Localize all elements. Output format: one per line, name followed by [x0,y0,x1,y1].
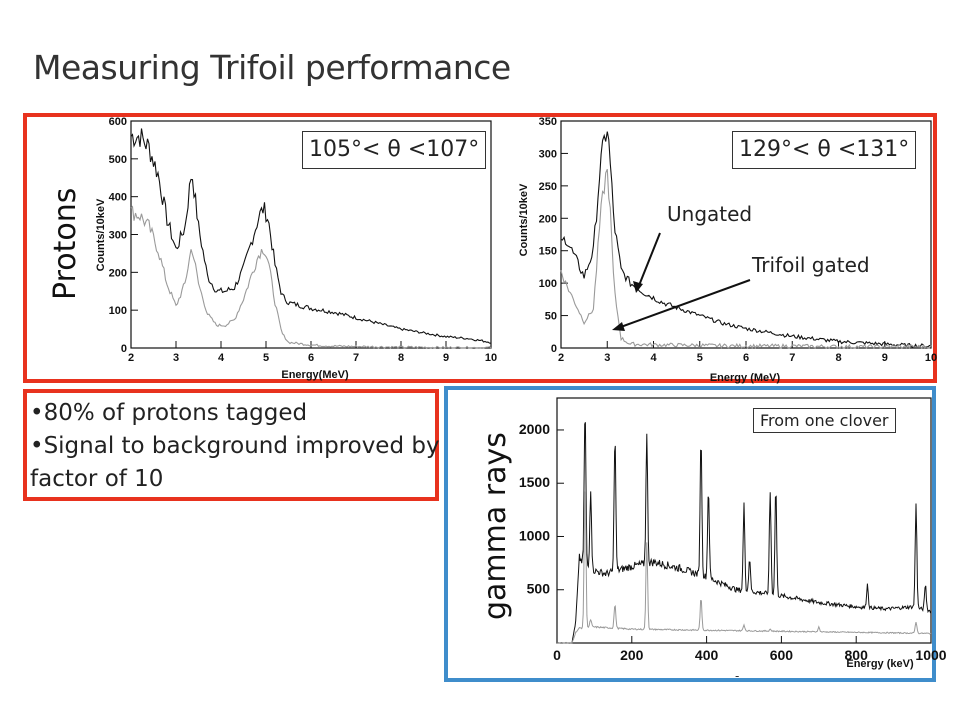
chart-a-gated-series [130,205,492,349]
chart-c-ytick-label: 1500 [519,474,550,490]
chart-a-xtick-label: 5 [263,352,269,364]
chart-c-total-series [556,422,932,644]
chart-c-xtick-label: 800 [845,647,869,663]
chart-a-xtick-label: 4 [218,352,225,364]
chart-c-ytick-label: 500 [527,581,551,597]
trifoil-gated-arrow [617,279,751,329]
chart-b-ytick-label: 300 [539,148,557,160]
chart-a-ytick-label: 200 [109,267,127,279]
chart-a-ytick-label: 600 [109,116,127,128]
chart-c-ytick-label: 1000 [519,527,550,543]
chart-a-xtick-label: 3 [173,352,179,364]
chart-b-gated-series [560,168,932,350]
chart-b-ylabel: Counts/10keV [518,183,530,256]
chart-a-ungated-series [130,128,492,344]
bullet-signal-background: •Signal to background improved by [30,433,440,459]
chart-c-xlabel: Energy (keV) [846,658,914,670]
summary-frame [23,389,439,501]
chart-a-ytick-label: 400 [109,192,127,204]
bullet-factor: factor of 10 [30,466,164,492]
protons-frame [23,113,937,383]
ungated-annotation: Ungated [667,202,752,226]
summary-bullets: •80% of protons tagged •Signal to backgr… [30,397,440,496]
chart-b-ytick-label: 100 [539,278,557,290]
chart-b-xtick-label: 4 [650,352,657,364]
gamma-frame [444,386,936,682]
chart-c-plot-frame [556,397,932,644]
chart-c-xtick-label: 600 [770,647,794,663]
chart-b-xtick-label: 7 [789,352,795,364]
chart-b-ytick-label: 50 [545,311,557,323]
chart-a-xlabel: Energy(MeV) [281,369,349,381]
chart-a-xtick-label: 2 [128,352,134,364]
chart-c-gated-series [556,491,932,644]
chart-a-xtick-label: 9 [443,352,449,364]
chart-c-xtick-label: 200 [620,647,644,663]
chart-b-xtick-label: 8 [835,352,841,364]
from-one-clover-label: From one clover [753,408,896,433]
chart-b-ytick-label: 350 [539,116,557,128]
chart-b-ytick-label: 0 [551,343,557,355]
footer-mark: - [735,669,739,683]
chart-b-ungated-series [560,131,932,349]
chart-b-ytick-label: 200 [539,213,557,225]
chart-c-xtick-label: 400 [695,647,719,663]
chart-a-ytick-label: 0 [121,343,127,355]
chart-a-ytick-label: 500 [109,154,127,166]
chart-a-ytick-label: 100 [109,305,127,317]
chart-b-xtick-label: 10 [925,352,937,364]
chart-a-xtick-label: 10 [485,352,497,364]
chart-c-ytick-label: 2000 [519,421,550,437]
chart-b-xtick-label: 6 [743,352,749,364]
chart-a-ytick-label: 300 [109,230,127,242]
slide-title: Measuring Trifoil performance [33,48,511,87]
trifoil-gated-annotation: Trifoil gated [751,253,870,277]
chart-a-xtick-label: 6 [308,352,314,364]
bullet-protons-tagged: •80% of protons tagged [30,400,308,426]
chart-a-xtick-label: 7 [353,352,359,364]
chart-a-xtick-label: 8 [398,352,404,364]
chart-b-ytick-label: 250 [539,181,557,193]
ungated-arrowhead [633,281,643,293]
chart-b-xtick-label: 2 [558,352,564,364]
chart-c-xtick-label: 1000 [915,647,946,663]
chart-b-xtick-label: 3 [604,352,610,364]
chart-b-xtick-label: 9 [882,352,888,364]
chart-b-condition: 129°< θ <131° [732,131,917,169]
chart-b-xtick-label: 5 [697,352,703,364]
trifoil-gated-arrowhead [612,322,625,331]
chart-b-xlabel: Energy (MeV) [710,372,781,384]
chart-c-xtick-label: 0 [553,647,561,663]
chart-a-condition: 105°< θ <107° [302,131,487,169]
chart-a-ylabel: Counts/10keV [95,198,107,271]
ungated-arrow [637,232,661,289]
chart-b-ytick-label: 150 [539,246,557,258]
